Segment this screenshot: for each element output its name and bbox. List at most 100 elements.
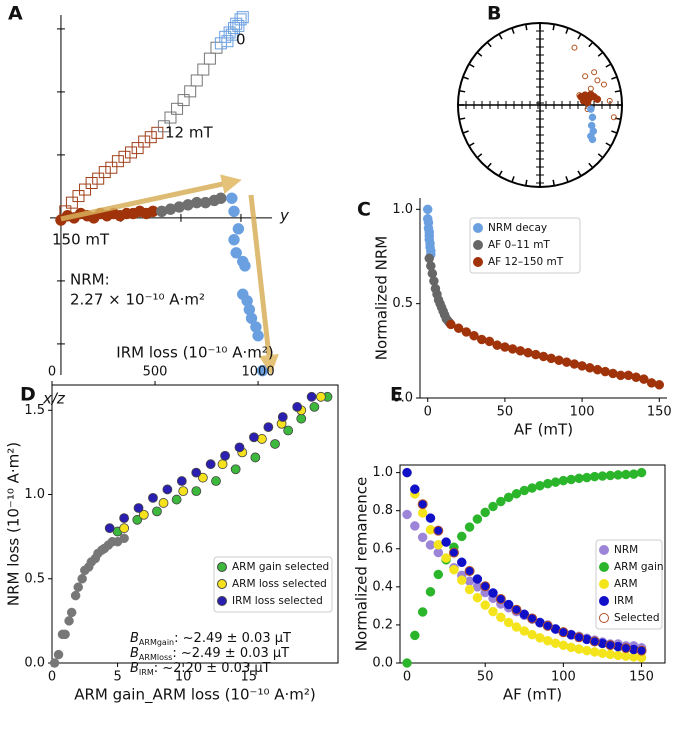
point (472, 592, 483, 603)
point (250, 452, 261, 463)
point (306, 391, 317, 402)
point (620, 643, 631, 654)
y-tick-label: 0.0 (24, 656, 45, 671)
y-tick-label: 0.4 (372, 579, 393, 594)
point (464, 576, 475, 586)
y-tick-label: 1.0 (392, 202, 413, 217)
fit-arrow (60, 174, 242, 222)
point (503, 492, 514, 503)
point (152, 506, 162, 517)
legend-label: NRM (614, 544, 638, 556)
legend-swatch (599, 562, 609, 572)
point (131, 142, 144, 155)
point (85, 177, 98, 189)
point (228, 205, 240, 218)
point (111, 155, 124, 168)
x-tick-label: 10 (175, 670, 192, 685)
net-rim-tick (498, 33, 503, 40)
point (582, 472, 592, 483)
point (472, 574, 483, 584)
net-rim-tick (597, 51, 604, 57)
net-rim-tick (511, 176, 515, 183)
legend-label: Selected (614, 612, 660, 624)
point (148, 492, 158, 503)
point (73, 582, 83, 592)
x2-axis-label: IRM loss (10⁻¹⁰ A·m²) (116, 344, 273, 362)
net-rim-tick (588, 162, 594, 169)
point (472, 514, 483, 524)
point (402, 509, 412, 520)
point (215, 192, 227, 205)
point (230, 247, 242, 259)
net-rim-tick (605, 63, 612, 68)
point (527, 613, 538, 624)
point (138, 135, 151, 148)
point (402, 467, 412, 478)
net-rim-tick (476, 51, 483, 57)
net-rim-tick (468, 142, 475, 147)
point (558, 640, 569, 651)
net-rim-tick (462, 130, 469, 134)
annotation: 0 (236, 31, 246, 49)
point (422, 204, 433, 215)
point (249, 432, 259, 443)
point (503, 617, 514, 628)
point (574, 644, 584, 654)
point (417, 508, 428, 518)
legend-label: AF 12–150 mT (488, 256, 564, 268)
y-tick-label: 0.8 (372, 503, 393, 518)
point (457, 557, 467, 568)
point (228, 233, 240, 246)
annotation-subscript: ARMloss (139, 653, 172, 662)
y-tick-label: 0.5 (392, 296, 413, 311)
legend-box (213, 556, 333, 613)
net-rim-tick (486, 41, 492, 48)
point (488, 501, 498, 512)
point (236, 11, 249, 24)
panel-label: C (357, 199, 371, 221)
point (217, 459, 228, 470)
point (191, 467, 202, 478)
point (519, 609, 530, 620)
point (448, 547, 459, 558)
point (654, 380, 665, 390)
point (464, 522, 475, 532)
point (277, 412, 288, 422)
x-tick-label: 100 (570, 405, 595, 420)
x-tick-label: 0 (403, 670, 411, 685)
legend-swatch (217, 579, 227, 589)
net-rim-tick (468, 63, 475, 68)
point (425, 587, 436, 597)
point (49, 658, 60, 668)
annotation-subscript: ARMgain (139, 638, 174, 647)
point (77, 574, 87, 584)
x-tick-label: 50 (497, 405, 514, 420)
point (588, 113, 597, 122)
legend-swatch (473, 257, 483, 267)
point (104, 523, 115, 534)
annotation: 2.27 × 10⁻¹⁰ A·m² (70, 291, 205, 309)
point (225, 28, 238, 41)
x-tick-label: 0 (48, 670, 56, 685)
point (263, 422, 274, 433)
point (60, 629, 70, 640)
net-rim-tick (611, 76, 618, 80)
point (234, 442, 245, 453)
point (488, 606, 498, 617)
y-tick-label: 0.2 (372, 617, 393, 632)
net-rim-tick (577, 170, 582, 177)
point (119, 513, 130, 524)
x-tick-label: 5 (113, 670, 121, 685)
point (53, 649, 64, 660)
point (591, 69, 598, 76)
annotation-text: : ~2.20 ± 0.03 μT (154, 661, 271, 676)
x-axis-label: AF (mT) (514, 421, 573, 439)
point (257, 434, 267, 444)
annotation-symbol: B (130, 661, 139, 676)
point (636, 645, 647, 656)
point (410, 630, 420, 641)
y-tick-label: 0.0 (372, 656, 393, 671)
legend-label: ARM gain selected (232, 561, 329, 573)
point (610, 114, 617, 121)
x2-tick-label: 500 (143, 365, 168, 380)
